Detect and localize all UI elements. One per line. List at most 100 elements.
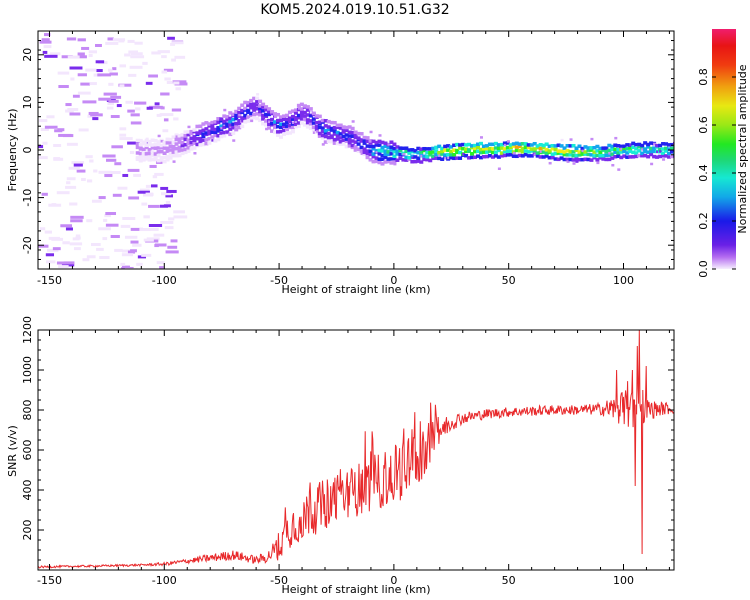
spectrogram-cell bbox=[143, 215, 150, 219]
spectrogram-cell bbox=[48, 236, 60, 240]
spectrogram-cell bbox=[371, 154, 376, 159]
spectrogram-cell bbox=[428, 147, 433, 151]
spectrogram-cell bbox=[154, 172, 164, 176]
spectrogram-cell bbox=[374, 149, 379, 153]
spectrogram-cell bbox=[556, 143, 561, 148]
spectrogram-cell bbox=[622, 149, 627, 154]
spectrogram-cell bbox=[284, 117, 289, 122]
spectrogram-cell bbox=[443, 144, 448, 149]
spectrogram-cell bbox=[649, 152, 654, 157]
spectrogram-cell bbox=[425, 151, 430, 155]
spectrogram-cell bbox=[458, 146, 463, 150]
spectrogram-cell bbox=[216, 120, 221, 125]
spectrogram-cell bbox=[180, 136, 185, 140]
spectrogram-cell bbox=[362, 141, 367, 145]
spectrogram-cell bbox=[481, 150, 486, 154]
spectrogram-cell bbox=[350, 145, 355, 150]
spectrogram-cell bbox=[174, 133, 179, 137]
spectrogram-cell bbox=[234, 127, 239, 132]
spectrogram-y-ticks: -20 -10 0 10 20 bbox=[21, 30, 674, 270]
spectrogram-cell bbox=[565, 143, 570, 148]
spectrogram-cell bbox=[207, 141, 212, 145]
spectrogram-cell bbox=[70, 77, 75, 81]
spectrogram-cell bbox=[502, 141, 507, 145]
spectrogram-cell bbox=[144, 155, 149, 160]
spectrogram-cell bbox=[458, 156, 463, 160]
spectrogram-cell bbox=[616, 144, 621, 148]
spectrogram-cell bbox=[141, 147, 146, 152]
spectrogram-cell bbox=[180, 148, 185, 152]
spectrogram-cell bbox=[170, 42, 175, 46]
spectrogram-cell bbox=[511, 144, 516, 148]
spectrogram-cell bbox=[622, 144, 627, 148]
spectrogram-cell bbox=[350, 139, 355, 143]
spectrogram-cell bbox=[625, 147, 630, 151]
spectrogram-cell bbox=[159, 146, 164, 150]
spectrogram-cell bbox=[299, 117, 304, 121]
spectrogram-cell bbox=[80, 82, 90, 86]
spectrogram-cell bbox=[577, 144, 582, 148]
spectrogram-cell bbox=[299, 110, 304, 115]
spectrogram-cell bbox=[111, 145, 123, 149]
spectrogram-cell bbox=[323, 134, 328, 139]
spectrogram-cell bbox=[153, 154, 158, 159]
spectrogram-cell bbox=[383, 152, 388, 156]
spectrogram-cell bbox=[281, 114, 286, 118]
spectrogram-cell bbox=[192, 141, 197, 145]
spectrogram-cell bbox=[604, 149, 609, 154]
spectrogram-cell bbox=[575, 160, 579, 163]
spectrogram-cell bbox=[148, 204, 160, 208]
spectrogram-cell bbox=[347, 137, 352, 142]
spectrogram-cell bbox=[562, 146, 567, 150]
spectrogram-cell bbox=[228, 132, 233, 137]
spectrogram-cell bbox=[476, 145, 481, 150]
spectrogram-cell bbox=[284, 131, 289, 136]
spectrogram-cell bbox=[598, 153, 603, 158]
spectrogram-cell bbox=[532, 147, 537, 151]
spectrogram-cell bbox=[192, 146, 197, 150]
spectrogram-cell bbox=[344, 139, 349, 143]
spectrogram-cell bbox=[476, 154, 481, 158]
spectrogram-cell bbox=[478, 155, 483, 160]
spectrogram-cell bbox=[149, 164, 157, 168]
spectrogram-cell bbox=[377, 152, 382, 156]
spectrogram-cell bbox=[231, 125, 236, 130]
spectrogram-cell bbox=[580, 152, 585, 156]
spectrogram-cell bbox=[479, 136, 483, 139]
spectrogram-cell bbox=[192, 128, 197, 132]
spectrogram-cell bbox=[503, 143, 507, 147]
spectrogram-cell bbox=[39, 119, 48, 123]
spectrogram-cell bbox=[138, 159, 143, 163]
spectrogram-cell bbox=[641, 148, 645, 151]
spectrogram-cell bbox=[565, 149, 570, 153]
spectrogram-cell bbox=[153, 233, 165, 237]
spectrogram-cell bbox=[165, 137, 170, 142]
spectrogram-cell bbox=[598, 156, 603, 160]
spectrogram-cell bbox=[70, 219, 83, 223]
spectrogram-cell bbox=[374, 140, 379, 145]
spectrogram-cell bbox=[595, 149, 600, 153]
spectrogram-cell bbox=[526, 145, 531, 150]
spectrogram-cell bbox=[243, 113, 248, 118]
spectrogram-cell bbox=[187, 125, 191, 129]
spectrogram-cell bbox=[45, 253, 55, 257]
spectrogram-cell bbox=[127, 141, 140, 145]
spectrogram-cell bbox=[147, 139, 152, 144]
spectrogram-cell bbox=[317, 120, 322, 124]
spectrogram-cell bbox=[392, 160, 397, 164]
spectrogram-cell bbox=[569, 138, 573, 141]
spectrogram-cell bbox=[165, 158, 170, 162]
spectrogram-cell bbox=[105, 223, 119, 227]
spectrogram-cell bbox=[512, 151, 516, 155]
spectrogram-cell bbox=[198, 143, 203, 147]
spectrogram-cell bbox=[130, 227, 144, 231]
spectrogram-cell bbox=[440, 152, 445, 156]
spectrogram-cell bbox=[274, 115, 278, 118]
spectrogram-cell bbox=[317, 114, 322, 119]
spectrogram-cell bbox=[398, 148, 403, 153]
spectrogram-cell bbox=[437, 144, 442, 149]
spectrogram-cell bbox=[407, 155, 412, 160]
spectrogram-cell bbox=[302, 114, 307, 118]
spectrogram-cell bbox=[643, 149, 648, 154]
spectrogram-cell bbox=[386, 157, 391, 161]
